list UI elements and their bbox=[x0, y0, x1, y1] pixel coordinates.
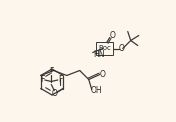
Text: F: F bbox=[40, 75, 45, 84]
Text: HN: HN bbox=[94, 50, 105, 59]
Text: F: F bbox=[58, 75, 62, 84]
Text: OH: OH bbox=[91, 86, 103, 95]
FancyBboxPatch shape bbox=[96, 42, 113, 55]
Text: F: F bbox=[49, 67, 54, 76]
Text: Boc: Boc bbox=[98, 46, 111, 51]
Polygon shape bbox=[80, 56, 94, 71]
Text: O: O bbox=[51, 89, 57, 98]
Text: O: O bbox=[100, 70, 106, 79]
Text: O: O bbox=[110, 31, 116, 40]
Text: O: O bbox=[119, 44, 125, 53]
